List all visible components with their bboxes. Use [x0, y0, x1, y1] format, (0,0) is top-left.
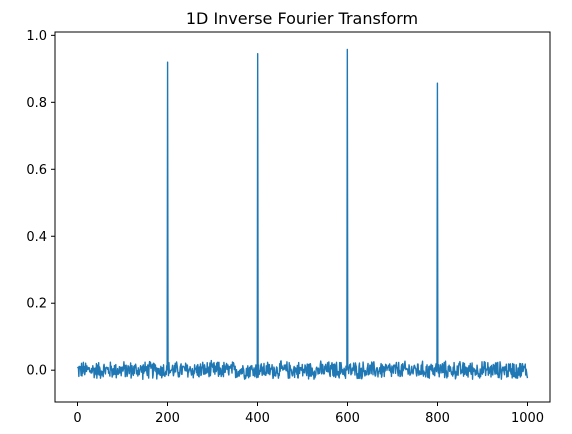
x-axis: 0 200 400 600 800 1000 [73, 402, 544, 426]
axes-frame [54, 31, 551, 403]
x-tick-label: 1000 [511, 411, 544, 426]
x-tick-label: 400 [245, 411, 270, 426]
y-tick-label: 1.0 [26, 29, 47, 44]
y-tick-label: 0.6 [26, 163, 47, 178]
series-line [76, 48, 529, 381]
y-tick-label: 0.0 [26, 364, 47, 379]
plot-area [76, 48, 529, 381]
x-tick-label: 800 [425, 411, 450, 426]
x-tick-label: 0 [73, 411, 81, 426]
y-tick-label: 0.4 [26, 230, 47, 245]
y-tick-label: 0.8 [26, 96, 47, 111]
x-tick-label: 200 [155, 411, 180, 426]
x-tick-label: 600 [335, 411, 360, 426]
y-tick-label: 0.2 [26, 297, 47, 312]
y-axis: 0.0 0.2 0.4 0.6 0.8 1.0 [26, 29, 55, 379]
chart-title: 1D Inverse Fourier Transform [186, 9, 418, 28]
